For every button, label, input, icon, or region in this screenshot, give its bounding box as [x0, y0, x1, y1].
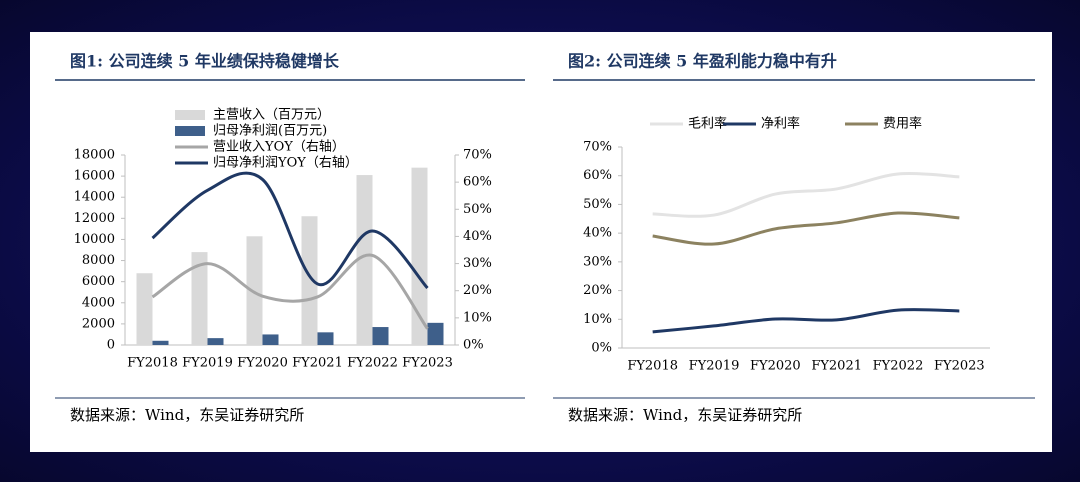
y-tick-label: 6000: [82, 274, 115, 289]
bar: [356, 175, 373, 345]
bar: [207, 338, 224, 345]
x-tick-label: FY2021: [292, 356, 343, 371]
x-tick-label: FY2021: [811, 359, 862, 374]
legend-label: 归母净利润YOY（右轴）: [213, 156, 358, 171]
y2-tick-label: 50%: [463, 202, 492, 217]
chart-title: 图1: 公司连续 5 年业绩保持稳健增长: [70, 52, 340, 71]
legend-label: 归母净利润(百万元): [213, 124, 327, 139]
bar: [262, 334, 279, 345]
y-tick-label: 30%: [583, 254, 612, 269]
x-tick-label: FY2022: [873, 359, 924, 374]
bar: [191, 252, 208, 345]
bar: [301, 216, 318, 345]
x-tick-label: FY2019: [182, 356, 233, 371]
line: [652, 308, 960, 334]
legend-label: 营业收入YOY（右轴）: [213, 140, 345, 155]
line: [652, 172, 960, 218]
x-tick-label: FY2018: [127, 356, 178, 371]
panel: [30, 32, 1052, 452]
x-tick-label: FY2023: [402, 356, 453, 371]
y-tick-label: 14000: [74, 190, 115, 205]
y-tick-label: 18000: [74, 148, 115, 163]
y-tick-label: 8000: [82, 253, 115, 268]
line: [151, 253, 429, 330]
y-tick-label: 20%: [583, 283, 612, 298]
y-tick-label: 10%: [583, 312, 612, 327]
y-tick-label: 12000: [74, 211, 115, 226]
x-tick-label: FY2020: [750, 359, 801, 374]
y2-tick-label: 0%: [463, 338, 484, 353]
line: [151, 171, 429, 290]
y-tick-label: 10000: [74, 232, 115, 247]
y2-tick-label: 10%: [463, 310, 492, 325]
bar: [136, 273, 153, 345]
y2-tick-label: 40%: [463, 229, 492, 244]
y-tick-label: 40%: [583, 226, 612, 241]
y-tick-label: 16000: [74, 169, 115, 184]
bar: [317, 332, 334, 345]
chart-title: 图2: 公司连续 5 年盈利能力稳中有升: [568, 52, 837, 71]
legend-label: 费用率: [883, 116, 922, 132]
bar: [411, 167, 428, 345]
legend-label: 毛利率: [688, 116, 727, 132]
x-tick-label: FY2023: [934, 359, 985, 374]
x-tick-label: FY2020: [237, 356, 288, 371]
line: [652, 211, 960, 246]
y-tick-label: 70%: [583, 140, 612, 155]
y-tick-label: 0%: [591, 341, 612, 356]
bar: [427, 322, 444, 345]
bar: [152, 340, 169, 345]
source: 数据来源：Wind，东吴证券研究所: [70, 406, 304, 424]
legend-swatch: [175, 126, 205, 136]
x-tick-label: FY2018: [627, 359, 678, 374]
source: 数据来源：Wind，东吴证券研究所: [568, 406, 802, 424]
y-tick-label: 4000: [82, 295, 115, 310]
y-tick-label: 2000: [82, 316, 115, 331]
y2-tick-label: 60%: [463, 175, 492, 190]
y2-tick-label: 30%: [463, 256, 492, 271]
x-tick-label: FY2019: [689, 359, 740, 374]
legend-swatch: [175, 110, 205, 120]
y2-tick-label: 20%: [463, 283, 492, 298]
x-tick-label: FY2022: [347, 356, 398, 371]
legend-label: 净利率: [761, 116, 800, 132]
bar: [372, 327, 389, 345]
legend-label: 主营收入（百万元）: [213, 108, 330, 123]
y2-tick-label: 70%: [463, 148, 492, 163]
y-tick-label: 0: [107, 338, 115, 353]
y-tick-label: 60%: [583, 168, 612, 183]
y-tick-label: 50%: [583, 197, 612, 212]
